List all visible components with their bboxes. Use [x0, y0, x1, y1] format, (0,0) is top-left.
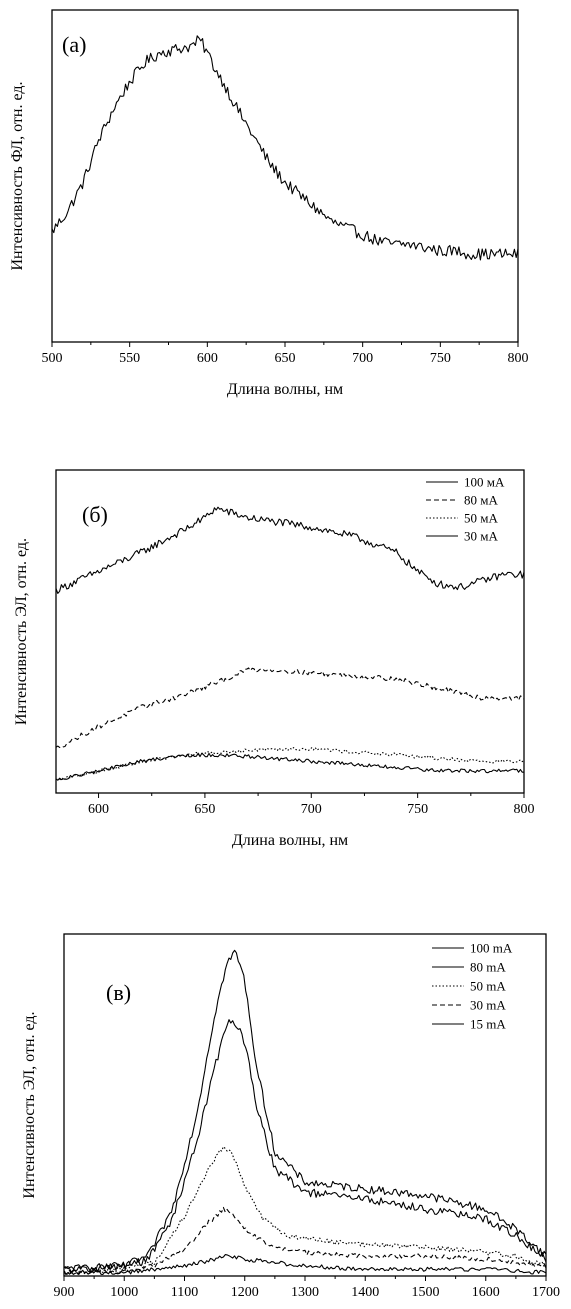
- x-tick-label: 1400: [351, 1285, 379, 1300]
- x-tick-label: 600: [197, 351, 218, 366]
- series-line-1: [63, 949, 547, 1273]
- chart-panel-1: 500 550 600 650 700 750 800 Длина волны, нм Инте…: [9, 9, 529, 398]
- x-tick-label: 1100: [171, 1285, 198, 1300]
- x-axis-label: Длина волны, нм: [227, 381, 343, 398]
- legend-label: 80 мА: [464, 493, 498, 508]
- x-tick-label: 750: [407, 802, 428, 817]
- series-line-5: [63, 1254, 547, 1276]
- series-line-1: [51, 35, 519, 261]
- legend-label: 30 мА: [464, 529, 498, 544]
- y-axis-label: Интенсивность ЭЛ, отн. ед.: [13, 538, 30, 725]
- x-tick-label: 650: [275, 351, 296, 366]
- series-line-4: [63, 1206, 547, 1275]
- x-tick-label: 1500: [412, 1285, 440, 1300]
- chart-panel-3: 90010001100120013001400150016001700Длина…: [21, 933, 560, 1300]
- x-tick-label: 800: [508, 351, 529, 366]
- panel-label: (а): [62, 32, 86, 57]
- y-axis-label: Интенсивность ФЛ, отн. ед.: [9, 81, 26, 270]
- legend-label: 30 mA: [470, 998, 506, 1013]
- legend-label: 50 mA: [470, 979, 506, 994]
- x-axis-label: Длина волны, нм: [232, 832, 348, 849]
- legend-label: 100 мА: [464, 475, 505, 490]
- legend-label: 50 мА: [464, 511, 498, 526]
- chart-panel-2: 600 650 700 750 800 Длина волны, нм Интенсивно…: [13, 469, 535, 849]
- x-tick-label: 1200: [231, 1285, 259, 1300]
- x-tick-label: 750: [430, 351, 451, 366]
- y-axis-label: Интенсивность ЭЛ, отн. ед.: [21, 1011, 38, 1198]
- plot-frame: [55, 469, 525, 794]
- panel-label: (б): [82, 502, 108, 527]
- legend-label: 80 mA: [470, 960, 506, 975]
- plot-frame: [51, 9, 519, 343]
- x-tick-label: 700: [352, 351, 373, 366]
- x-tick-label: 1300: [291, 1285, 319, 1300]
- series-line-4: [55, 752, 524, 781]
- panel-label: (в): [106, 980, 131, 1005]
- x-tick-label: 650: [194, 802, 215, 817]
- series-line-1: [55, 506, 525, 594]
- x-tick-label: 800: [514, 802, 535, 817]
- legend-label: 15 mA: [470, 1017, 506, 1032]
- x-tick-label: 500: [42, 351, 63, 366]
- x-tick-label: 550: [119, 351, 140, 366]
- legend-label: 100 mA: [470, 941, 513, 956]
- x-tick-label: 600: [88, 802, 109, 817]
- series-line-3: [55, 746, 525, 781]
- series-line-3: [63, 1146, 547, 1276]
- x-tick-label: 1000: [110, 1285, 138, 1300]
- x-tick-label: 1700: [532, 1285, 560, 1300]
- x-tick-label: 1600: [472, 1285, 500, 1300]
- x-tick-label: 900: [54, 1285, 75, 1300]
- series-line-2: [63, 1019, 547, 1272]
- series-line-2: [55, 667, 525, 749]
- x-tick-label: 700: [301, 802, 322, 817]
